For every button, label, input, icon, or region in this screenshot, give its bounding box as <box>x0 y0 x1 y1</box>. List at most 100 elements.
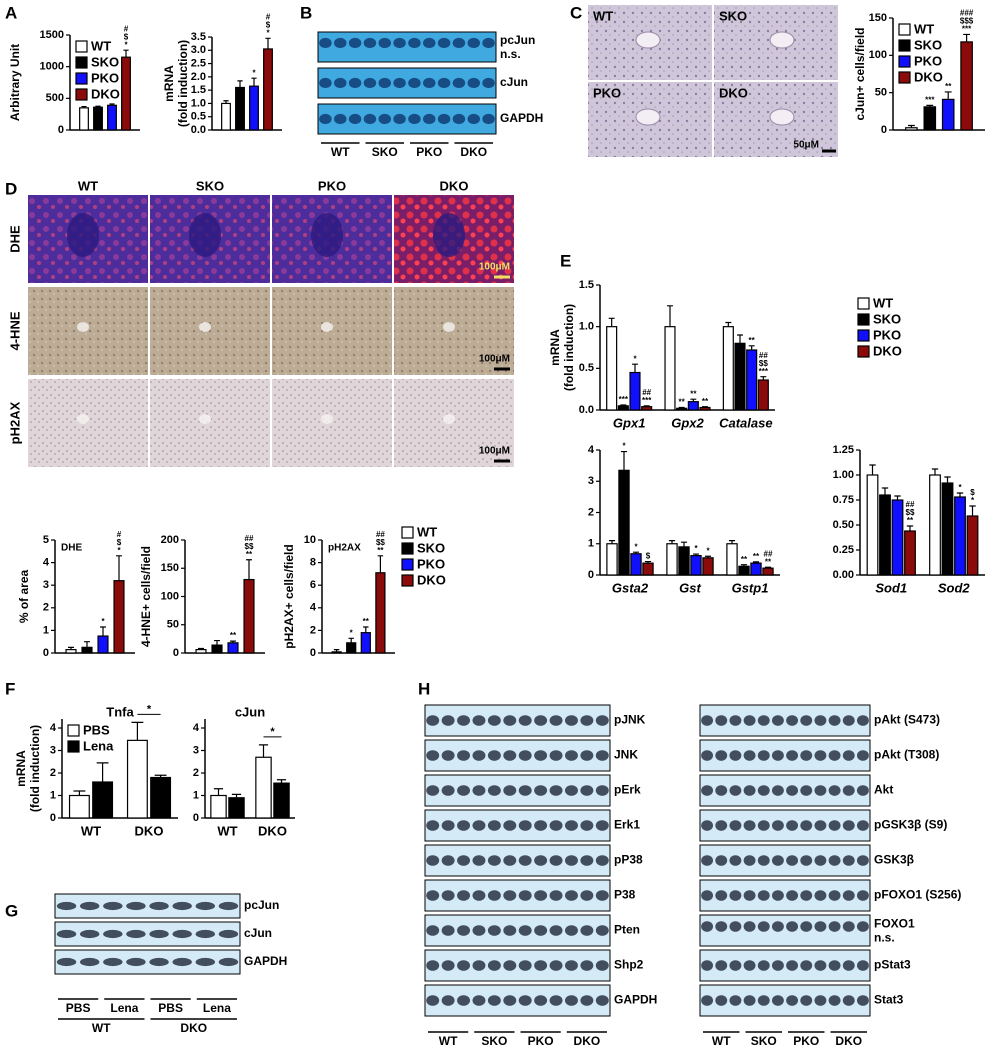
bar <box>641 406 653 411</box>
significance-label: ## <box>245 534 254 543</box>
error-bar <box>265 37 271 49</box>
blot-label: Stat3 <box>874 993 904 1007</box>
blot-band <box>348 113 362 125</box>
legend-label: SKO <box>914 37 942 52</box>
blot-band <box>580 960 594 971</box>
blot-strip <box>424 704 611 737</box>
blot-band <box>549 995 563 1006</box>
blot-band <box>503 785 517 796</box>
significance-label: $ <box>266 20 271 29</box>
chart-title: Tnfa <box>106 704 134 719</box>
blot-band <box>771 995 784 1006</box>
blot-band <box>549 855 563 866</box>
y-tick-label: 3 <box>50 744 56 756</box>
significance-label: ** <box>246 550 253 559</box>
blot-band <box>729 921 742 932</box>
blot-strip <box>424 914 611 947</box>
blot-band <box>534 785 548 796</box>
error-bar <box>644 560 652 564</box>
bar <box>221 102 231 131</box>
blot-band <box>518 750 532 761</box>
significance-label: * <box>147 703 152 715</box>
scale-label: 100μM <box>479 354 510 365</box>
bar <box>273 782 290 819</box>
blot-band <box>482 113 495 125</box>
blot-band <box>800 820 813 831</box>
significance-label: * <box>958 483 962 492</box>
blot-label: pAkt (T308) <box>874 748 939 762</box>
legend-label: DKO <box>91 86 120 101</box>
blot-strip <box>424 739 611 772</box>
vessel <box>77 414 89 424</box>
blot-band <box>437 37 451 49</box>
lane-label: SKO <box>481 1034 507 1048</box>
x-tick-label: Gsta2 <box>612 580 649 595</box>
blot-strip <box>699 774 871 807</box>
blot-band <box>715 995 728 1006</box>
y-tick-label: 1 <box>50 789 56 801</box>
error-bar <box>154 774 167 778</box>
blot-band <box>564 925 578 936</box>
blot-band <box>595 750 609 761</box>
error-bar <box>704 555 712 558</box>
blot-band <box>457 750 471 761</box>
error-bar <box>632 363 638 373</box>
vessel <box>311 213 343 257</box>
bar <box>966 515 979 576</box>
blot-band <box>580 925 594 936</box>
blot-band <box>534 820 548 831</box>
blot-label: GAPDH <box>244 954 287 968</box>
error-bar <box>737 334 743 344</box>
blot-band <box>842 855 855 866</box>
blot-band <box>472 925 486 936</box>
significance-label: $$ <box>376 538 385 547</box>
error-bar <box>667 305 673 327</box>
legend-label: PKO <box>914 53 942 68</box>
error-bar <box>725 321 732 327</box>
blot-band <box>564 715 578 726</box>
y-tick-label: 1000 <box>40 61 64 73</box>
y-tick-label: 2 <box>43 602 49 614</box>
blot-band <box>518 855 532 866</box>
y-tick-label: 150 <box>869 12 887 24</box>
y-axis-label: pH2AX+ cells/field <box>282 544 296 648</box>
error-bar <box>213 788 224 796</box>
error-bar <box>907 124 915 128</box>
blot-band <box>564 960 578 971</box>
blot-band <box>472 750 486 761</box>
y-tick-label: 3.0 <box>191 44 206 56</box>
lane-label: DKO <box>835 1034 862 1048</box>
blot-label: pStat3 <box>874 958 911 972</box>
blot-band <box>828 995 841 1006</box>
significance-label: ** <box>741 555 748 564</box>
blot-label: n.s. <box>874 931 895 945</box>
blot-band <box>771 750 784 761</box>
blot-band <box>472 820 486 831</box>
error-bar <box>702 406 708 408</box>
error-bar <box>109 103 115 106</box>
bar <box>346 642 357 654</box>
blot-band <box>564 785 578 796</box>
blot-band <box>172 929 192 939</box>
bar <box>97 635 109 654</box>
error-bar <box>231 793 242 798</box>
legend-swatch <box>401 526 414 539</box>
error-bar <box>608 317 615 327</box>
bar <box>617 405 629 411</box>
error-bar <box>969 505 976 516</box>
blot-band <box>715 785 728 796</box>
significance-label: # <box>117 530 122 539</box>
blot-band <box>800 855 813 866</box>
blot-band <box>842 921 855 932</box>
significance-label: * <box>124 40 128 49</box>
error-bar <box>620 404 627 406</box>
blot-band <box>828 785 841 796</box>
lane-label: PKO <box>528 1034 554 1048</box>
blot-band <box>595 785 609 796</box>
blot-band <box>487 960 501 971</box>
blot-band <box>549 715 563 726</box>
blot-band <box>828 750 841 761</box>
y-tick-label: 1500 <box>40 29 64 41</box>
blot-band <box>814 750 827 761</box>
y-tick-label: 0 <box>310 647 316 659</box>
